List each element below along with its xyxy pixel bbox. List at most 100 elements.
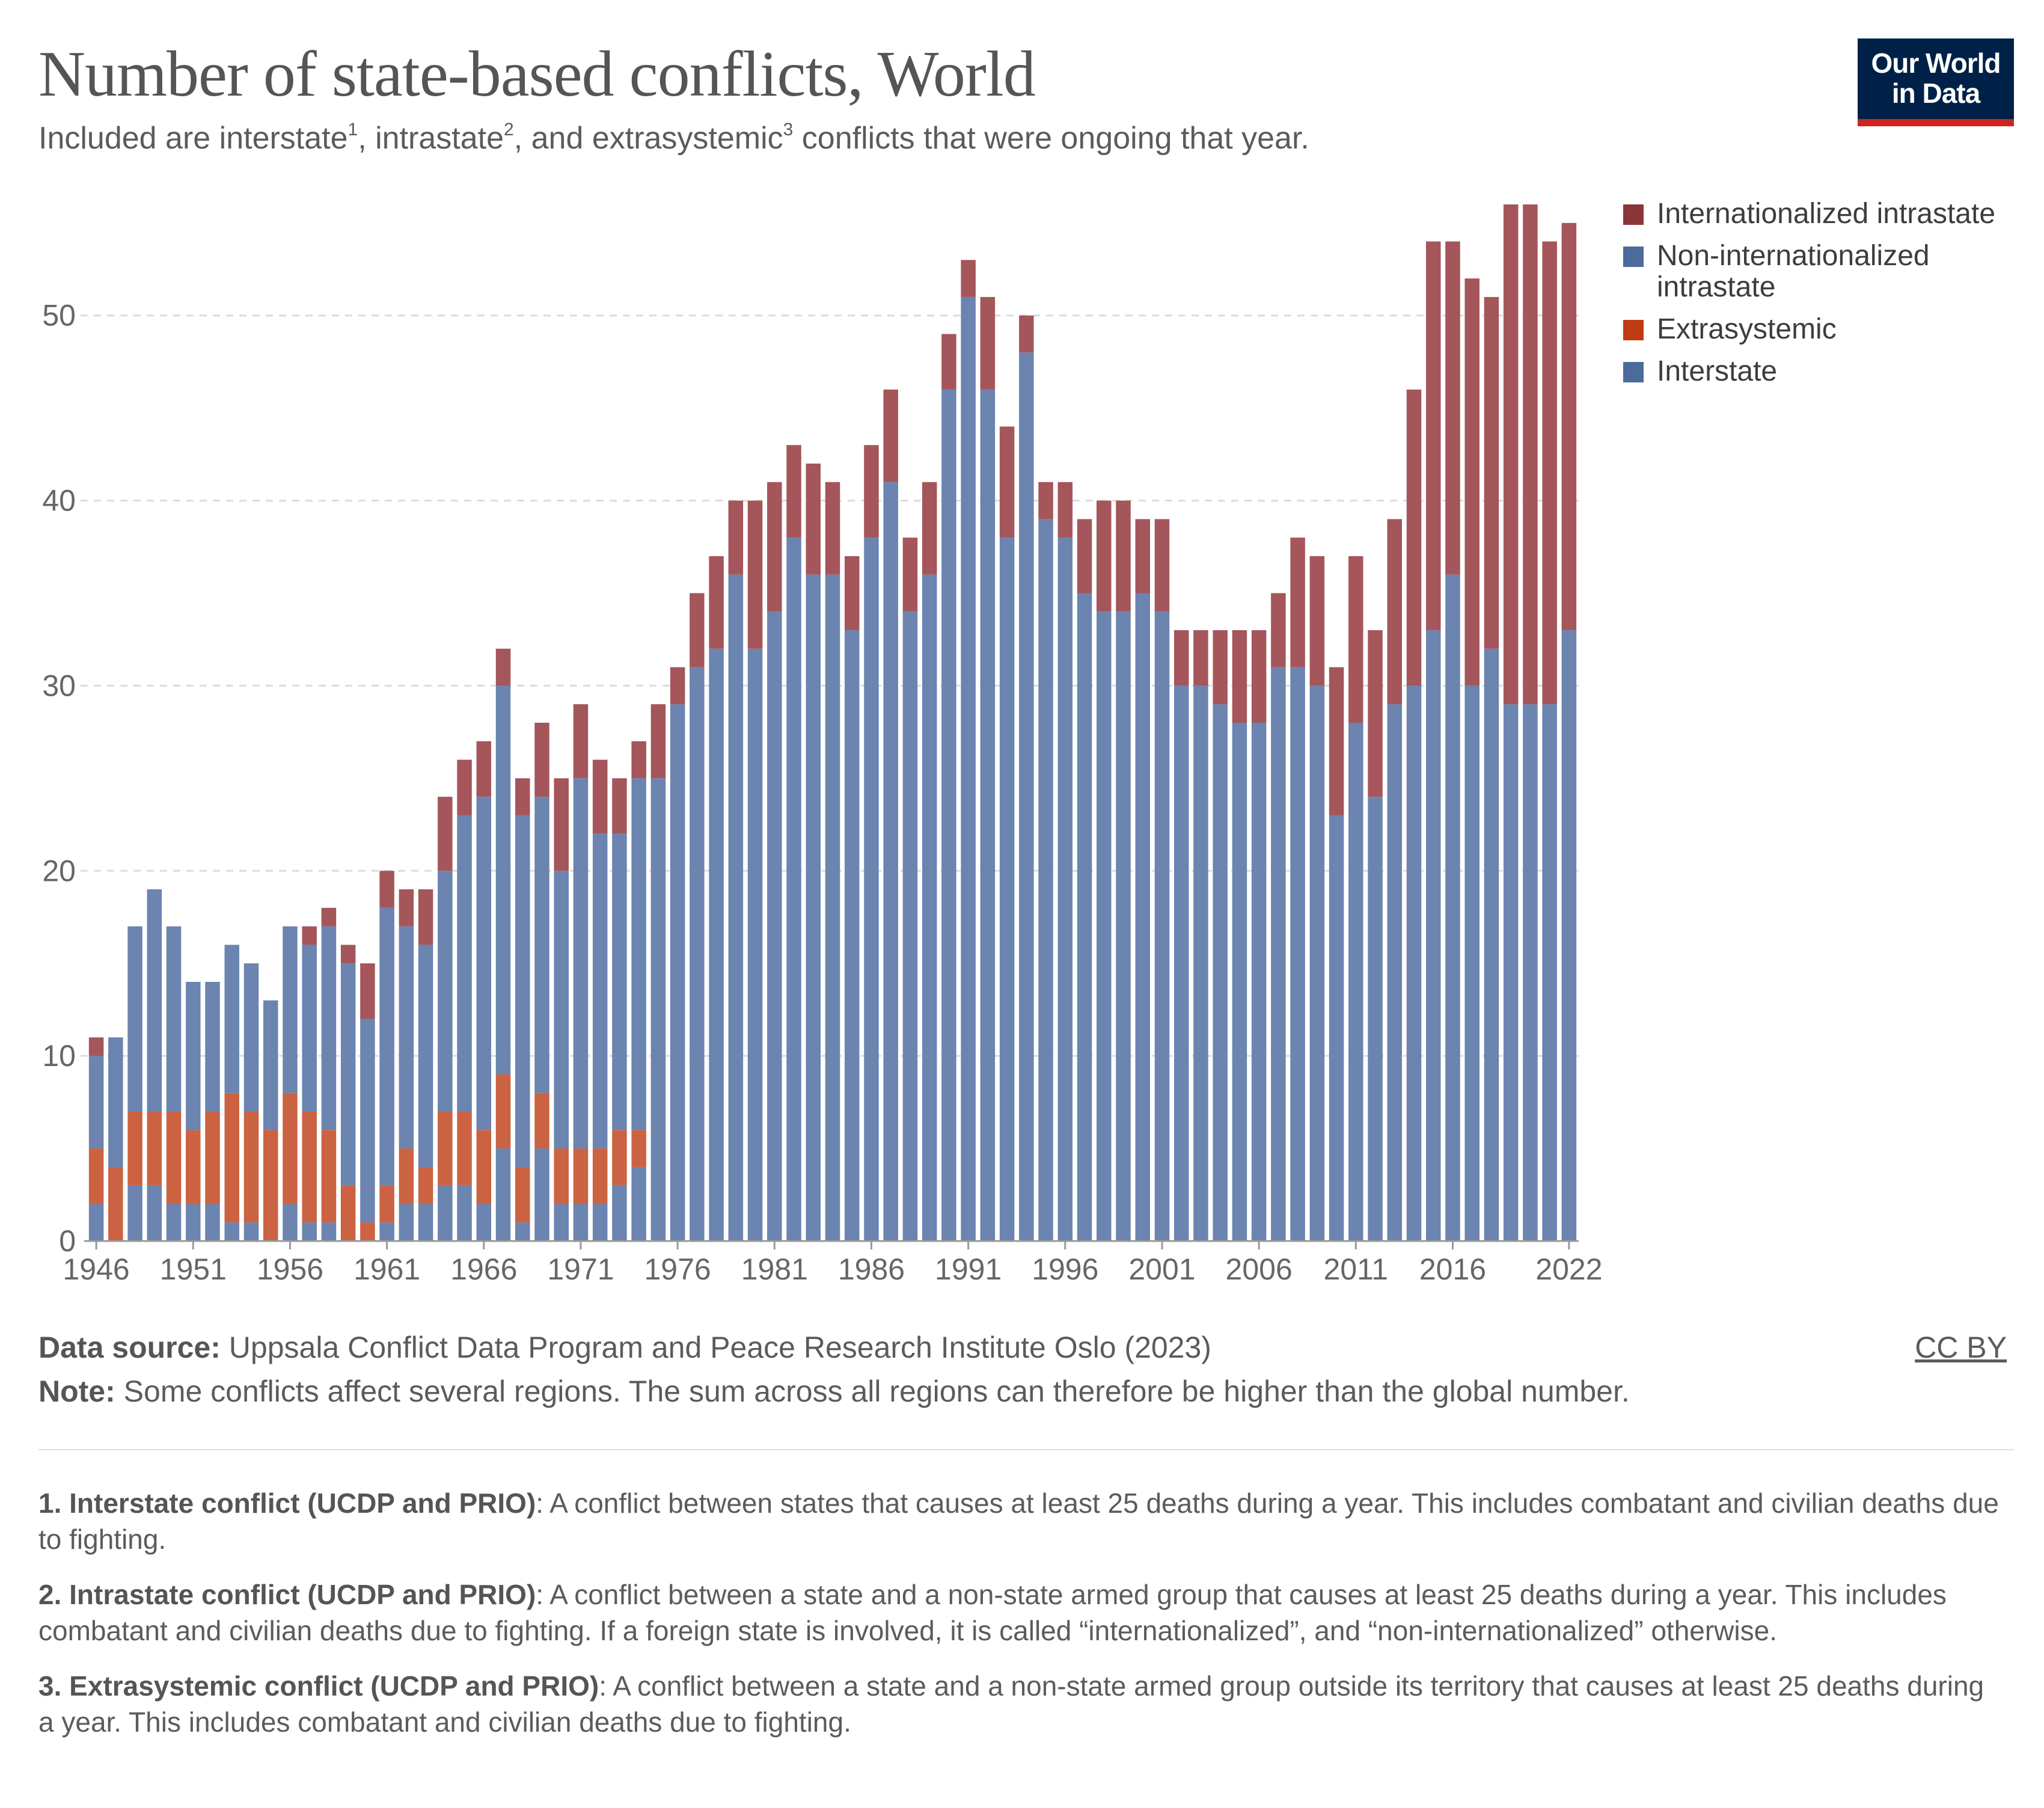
- bar-stack-1992[interactable]: [980, 296, 996, 1241]
- bar-stack-1985[interactable]: [844, 556, 860, 1241]
- bar-stack-2013[interactable]: [1387, 519, 1403, 1241]
- owid-logo[interactable]: Our World in Data: [1858, 38, 2014, 126]
- bar-interstate-1956[interactable]: [283, 1204, 298, 1241]
- bar-interstate-1963[interactable]: [418, 1204, 433, 1241]
- bar-interstate-1966[interactable]: [476, 1204, 492, 1241]
- bar-non-internationalized-intrastate-1962[interactable]: [399, 926, 414, 1149]
- bar-interstate-1967[interactable]: [495, 1148, 511, 1241]
- bar-stack-1970[interactable]: [554, 778, 569, 1241]
- bar-extrasystemic-1949[interactable]: [147, 1111, 162, 1186]
- bar-interstate-1957[interactable]: [302, 1222, 317, 1241]
- bar-interstate-1954[interactable]: [243, 1222, 259, 1241]
- bar-stack-1999[interactable]: [1116, 500, 1131, 1241]
- bar-interstate-1949[interactable]: [147, 1185, 162, 1241]
- bar-extrasystemic-1964[interactable]: [438, 1111, 453, 1186]
- bar-internationalized-intrastate-2018[interactable]: [1484, 296, 1499, 649]
- bar-stack-2010[interactable]: [1329, 667, 1344, 1241]
- bar-extrasystemic-1970[interactable]: [554, 1148, 569, 1204]
- bar-stack-1966[interactable]: [476, 741, 492, 1241]
- bar-non-internationalized-intrastate-1991[interactable]: [961, 296, 976, 1242]
- bar-internationalized-intrastate-1979[interactable]: [728, 500, 744, 575]
- bar-stack-2001[interactable]: [1154, 519, 1170, 1241]
- bar-non-internationalized-intrastate-2012[interactable]: [1368, 797, 1383, 1241]
- bar-internationalized-intrastate-1999[interactable]: [1116, 500, 1131, 612]
- bar-non-internationalized-intrastate-1961[interactable]: [379, 907, 394, 1186]
- bar-non-internationalized-intrastate-1987[interactable]: [883, 482, 898, 1241]
- bar-internationalized-intrastate-1962[interactable]: [399, 889, 414, 927]
- bar-internationalized-intrastate-2015[interactable]: [1426, 241, 1441, 631]
- bar-internationalized-intrastate-1989[interactable]: [922, 482, 937, 575]
- bar-stack-2000[interactable]: [1135, 519, 1150, 1241]
- bar-non-internationalized-intrastate-1999[interactable]: [1116, 611, 1131, 1241]
- bar-stack-1975[interactable]: [650, 704, 666, 1241]
- bar-internationalized-intrastate-2001[interactable]: [1154, 519, 1170, 612]
- bar-non-internationalized-intrastate-1965[interactable]: [457, 815, 472, 1112]
- bar-interstate-1972[interactable]: [592, 1204, 608, 1241]
- bar-stack-1986[interactable]: [864, 445, 879, 1241]
- bar-non-internationalized-intrastate-1967[interactable]: [495, 685, 511, 1074]
- bar-non-internationalized-intrastate-1998[interactable]: [1097, 611, 1112, 1241]
- bar-non-internationalized-intrastate-1995[interactable]: [1038, 519, 1053, 1241]
- bar-stack-1965[interactable]: [457, 759, 472, 1241]
- bar-non-internationalized-intrastate-1981[interactable]: [767, 611, 782, 1241]
- bar-interstate-1965[interactable]: [457, 1185, 472, 1241]
- bar-interstate-1948[interactable]: [127, 1185, 142, 1241]
- bar-non-internationalized-intrastate-1983[interactable]: [806, 574, 821, 1242]
- bar-stack-2006[interactable]: [1251, 630, 1267, 1241]
- bar-stack-2004[interactable]: [1213, 630, 1228, 1241]
- bar-non-internationalized-intrastate-2015[interactable]: [1426, 630, 1441, 1241]
- bar-internationalized-intrastate-1973[interactable]: [612, 778, 627, 834]
- bar-extrasystemic-1959[interactable]: [340, 1185, 356, 1241]
- bar-internationalized-intrastate-2010[interactable]: [1329, 667, 1344, 815]
- bar-non-internationalized-intrastate-1957[interactable]: [302, 945, 317, 1112]
- bar-interstate-1964[interactable]: [438, 1185, 453, 1241]
- bar-stack-1973[interactable]: [612, 778, 627, 1241]
- bar-stack-2022[interactable]: [1561, 222, 1577, 1241]
- bar-interstate-1946[interactable]: [88, 1204, 104, 1241]
- bar-internationalized-intrastate-1965[interactable]: [457, 759, 472, 815]
- bar-extrasystemic-1974[interactable]: [631, 1130, 646, 1167]
- bar-interstate-1962[interactable]: [399, 1204, 414, 1241]
- bar-non-internationalized-intrastate-1969[interactable]: [534, 797, 549, 1093]
- bar-stack-1971[interactable]: [573, 704, 589, 1241]
- bar-non-internationalized-intrastate-2010[interactable]: [1329, 815, 1344, 1241]
- bar-extrasystemic-1946[interactable]: [88, 1148, 104, 1204]
- bar-stack-1954[interactable]: [243, 963, 259, 1241]
- bar-internationalized-intrastate-2003[interactable]: [1193, 630, 1208, 686]
- bar-non-internationalized-intrastate-1971[interactable]: [573, 778, 589, 1149]
- bar-non-internationalized-intrastate-1966[interactable]: [476, 797, 492, 1130]
- bar-internationalized-intrastate-1975[interactable]: [650, 704, 666, 779]
- bar-stack-1963[interactable]: [418, 889, 433, 1241]
- bar-stack-1959[interactable]: [340, 945, 356, 1241]
- bar-internationalized-intrastate-1966[interactable]: [476, 741, 492, 797]
- bar-stack-1952[interactable]: [205, 982, 220, 1241]
- bar-stack-1977[interactable]: [690, 593, 705, 1242]
- bar-internationalized-intrastate-1968[interactable]: [515, 778, 530, 815]
- bar-internationalized-intrastate-2012[interactable]: [1368, 630, 1383, 797]
- bar-stack-1987[interactable]: [883, 389, 898, 1241]
- bar-interstate-1970[interactable]: [554, 1204, 569, 1241]
- bar-internationalized-intrastate-1961[interactable]: [379, 871, 394, 908]
- bar-interstate-1968[interactable]: [515, 1222, 530, 1241]
- bar-stack-2017[interactable]: [1464, 278, 1479, 1241]
- bar-internationalized-intrastate-1982[interactable]: [786, 445, 801, 538]
- bar-internationalized-intrastate-2019[interactable]: [1503, 204, 1519, 705]
- bar-stack-2009[interactable]: [1309, 556, 1325, 1241]
- bar-stack-1994[interactable]: [1019, 315, 1034, 1241]
- bar-non-internationalized-intrastate-1960[interactable]: [360, 1019, 375, 1223]
- bar-non-internationalized-intrastate-1970[interactable]: [554, 871, 569, 1149]
- bar-extrasystemic-1948[interactable]: [127, 1111, 142, 1186]
- bar-non-internationalized-intrastate-1956[interactable]: [283, 926, 298, 1093]
- bar-stack-1990[interactable]: [941, 334, 956, 1242]
- bar-non-internationalized-intrastate-1994[interactable]: [1019, 352, 1034, 1241]
- bar-stack-2003[interactable]: [1193, 630, 1208, 1241]
- bar-non-internationalized-intrastate-2014[interactable]: [1406, 685, 1422, 1241]
- bar-interstate-1952[interactable]: [205, 1204, 220, 1241]
- bar-non-internationalized-intrastate-1946[interactable]: [88, 1056, 104, 1149]
- bar-non-internationalized-intrastate-1976[interactable]: [670, 704, 685, 1241]
- bar-non-internationalized-intrastate-1979[interactable]: [728, 574, 744, 1242]
- bar-non-internationalized-intrastate-2009[interactable]: [1309, 685, 1325, 1241]
- bar-internationalized-intrastate-1971[interactable]: [573, 704, 589, 779]
- bar-extrasystemic-1971[interactable]: [573, 1148, 589, 1204]
- bar-stack-1993[interactable]: [999, 426, 1015, 1241]
